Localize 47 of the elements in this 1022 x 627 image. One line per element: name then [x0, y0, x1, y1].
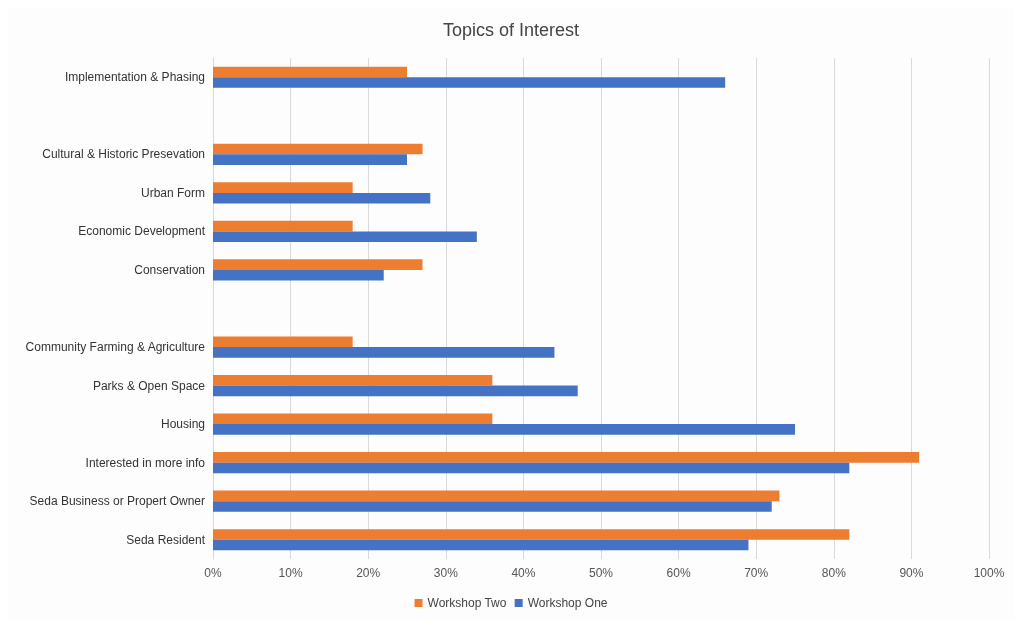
- y-tick-label: Urban Form: [140, 185, 205, 200]
- x-tick-label: 0%: [204, 566, 222, 580]
- x-tick-label: 70%: [744, 566, 769, 580]
- y-tick-label: Implementation & Phasing: [64, 70, 205, 85]
- bar: [213, 501, 772, 512]
- x-tick-label: 90%: [899, 566, 924, 580]
- bar: [213, 77, 726, 88]
- x-tick-label: 100%: [973, 566, 1005, 580]
- bar: [213, 374, 493, 386]
- x-tick-label: 20%: [356, 566, 381, 580]
- y-tick-label: Cultural & Historic Presevation: [42, 147, 205, 162]
- x-tick-label: 30%: [433, 566, 459, 580]
- bar: [213, 259, 423, 270]
- x-tick-label: 60%: [666, 566, 691, 580]
- bar: [213, 462, 850, 474]
- bar: [213, 220, 353, 232]
- bar: [213, 347, 555, 358]
- y-tick-label: Community Farming & Agriculture: [25, 340, 206, 355]
- y-tick-label: Conservation: [134, 262, 205, 277]
- bar: [213, 143, 423, 155]
- bar: [213, 385, 578, 397]
- bar: [213, 182, 353, 193]
- x-tick-label: 50%: [588, 566, 614, 580]
- bar: [213, 413, 493, 425]
- legend-label: Workshop One: [527, 596, 608, 610]
- bar: [213, 192, 431, 204]
- bar: [213, 490, 780, 502]
- chart-title: Topics of Interest: [442, 20, 580, 40]
- y-tick-label: Parks & Open Space: [92, 378, 206, 393]
- bar: [213, 269, 384, 281]
- y-tick-label: Interested in more info: [85, 455, 206, 470]
- x-tick-label: 10%: [278, 566, 303, 580]
- bar: [213, 529, 850, 540]
- bar: [213, 452, 920, 463]
- legend-label: Workshop Two: [427, 596, 507, 610]
- bar: [213, 539, 749, 551]
- bar: [213, 336, 353, 348]
- x-tick-label: 80%: [821, 566, 847, 580]
- bar: [213, 154, 407, 165]
- bar: [213, 231, 477, 243]
- y-tick-label: Economic Development: [78, 224, 206, 239]
- bar: [213, 424, 795, 435]
- y-tick-label: Seda Business or Propert Owner: [29, 494, 205, 509]
- x-tick-label: 40%: [511, 566, 536, 580]
- y-tick-label: Housing: [160, 417, 205, 432]
- y-tick-label: Seda Resident: [126, 532, 206, 547]
- bar: [213, 66, 407, 78]
